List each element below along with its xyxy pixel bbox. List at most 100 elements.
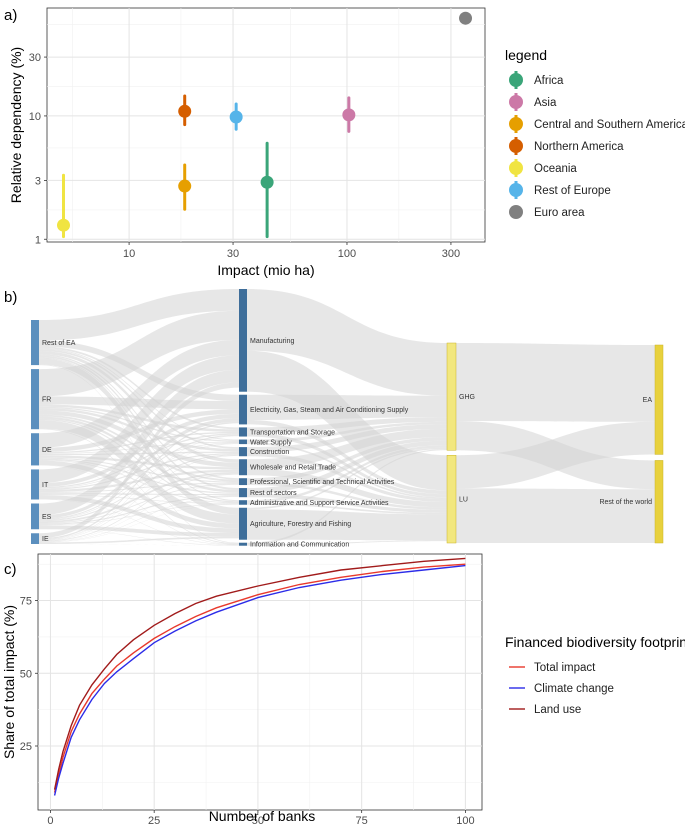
sankey-link [247, 289, 447, 396]
x-tick-label: 50 [252, 815, 264, 826]
legend-item: Asia [509, 93, 557, 111]
sankey-link [39, 418, 239, 519]
sankey-link [39, 428, 239, 545]
sankey-link [456, 421, 655, 489]
point [178, 104, 192, 118]
sankey-link [247, 540, 447, 546]
sankey-node [31, 369, 39, 430]
legend-label: Asia [534, 97, 557, 109]
sankey-link [39, 503, 239, 526]
point [56, 218, 70, 232]
legend-label: Central and Southern America [534, 119, 685, 131]
sankey-node-label: Manufacturing [250, 338, 294, 345]
data-point-northern-america [178, 94, 192, 127]
legend-key [509, 117, 523, 131]
legend-key [509, 161, 523, 175]
sankey-link [39, 543, 239, 546]
sankey-link [456, 488, 655, 543]
sankey-node [239, 447, 247, 457]
sankey-node-label: Water Supply [250, 439, 292, 446]
y-tick-label: 25 [20, 741, 32, 753]
legend-item: Oceania [509, 159, 577, 177]
sankey-link [39, 339, 239, 448]
y-tick-label: 1 [35, 234, 41, 246]
sankey-link [247, 421, 447, 443]
panel-a-legend-title: legend [505, 47, 547, 63]
sankey-link [39, 421, 239, 540]
sankey-link [39, 435, 239, 540]
sankey-node [654, 344, 664, 455]
panel-c-x-axis-title: Number of banks [209, 808, 316, 824]
sankey-link [39, 443, 239, 521]
sankey-node [239, 542, 247, 546]
x-tick-label: 0 [47, 815, 53, 826]
sankey-link [39, 536, 239, 544]
sankey-node-label: Rest of sectors [250, 490, 297, 497]
legend-label: Northern America [534, 141, 624, 153]
x-tick-label: 10 [123, 248, 135, 260]
sankey-node [239, 394, 247, 425]
x-tick-label: 75 [356, 815, 368, 826]
sankey-node-label: GHG [459, 394, 475, 401]
panel-b-sankey: Rest of EA FR DE IT ES IE Manufacturing Electri… [31, 289, 664, 549]
sankey-node-label: Rest of EA [42, 340, 76, 347]
legend-label: Climate change [534, 683, 614, 695]
line-climate-change [53, 564, 466, 796]
sankey-link [39, 496, 239, 543]
point [229, 110, 243, 124]
sankey-link [456, 343, 655, 422]
legend-item: Africa [509, 71, 564, 89]
sankey-node [654, 460, 664, 544]
legend-key [509, 73, 523, 87]
legend-key [509, 139, 523, 153]
sankey-link [39, 396, 239, 410]
sankey-link [247, 428, 447, 469]
sankey-node-label: IE [42, 536, 49, 543]
sankey-link [247, 350, 447, 491]
sankey-link [247, 440, 447, 494]
sankey-link [39, 499, 239, 546]
y-tick-label: 50 [20, 668, 32, 680]
sankey-node-label: EA [643, 397, 653, 404]
sankey-link [247, 447, 447, 510]
sankey-link [247, 424, 447, 453]
legend-item: Land use [509, 704, 581, 716]
panel-c-line-chart: 0 25 50 75 100 25 50 75 Number of banks Share o… [1, 553, 685, 826]
x-tick-label: 25 [148, 815, 160, 826]
sankey-link [39, 525, 239, 537]
sankey-node [31, 320, 39, 366]
sankey-link [39, 289, 239, 341]
legend-item: Central and Southern America [509, 115, 685, 133]
sankey-link [39, 465, 239, 545]
sankey-node-label: Agriculture, Forestry and Fishing [250, 521, 351, 528]
sankey-link [39, 455, 239, 541]
sankey-link [39, 355, 239, 484]
sankey-link [39, 382, 239, 539]
panel-c-plot-area [37, 553, 483, 811]
sankey-link [39, 483, 239, 524]
y-tick-label: 30 [29, 52, 41, 64]
sankey-link [39, 529, 239, 546]
sankey-link [39, 443, 239, 541]
sankey-node-label: DE [42, 447, 52, 454]
sankey-node [239, 427, 247, 437]
point [459, 11, 473, 25]
sankey-link [39, 494, 239, 504]
sankey-link [39, 358, 239, 515]
sankey-link [39, 484, 239, 542]
legend-label: Land use [534, 704, 581, 716]
y-tick-label: 75 [20, 596, 32, 608]
panel-a-y-axis-title: Relative dependency (%) [8, 47, 24, 203]
sankey-link [39, 495, 239, 525]
sankey-link [39, 413, 239, 488]
sankey-link [247, 419, 447, 495]
x-tick-label: 100 [456, 815, 474, 826]
sankey-link [39, 458, 239, 494]
sankey-link [247, 394, 447, 420]
sankey-node [31, 469, 39, 500]
sankey-node-label: FR [42, 397, 51, 404]
panel-a-x-axis-title: Impact (mio ha) [217, 262, 314, 278]
sankey-node [239, 507, 247, 540]
sankey-node-label: Information and Communication [250, 542, 349, 549]
